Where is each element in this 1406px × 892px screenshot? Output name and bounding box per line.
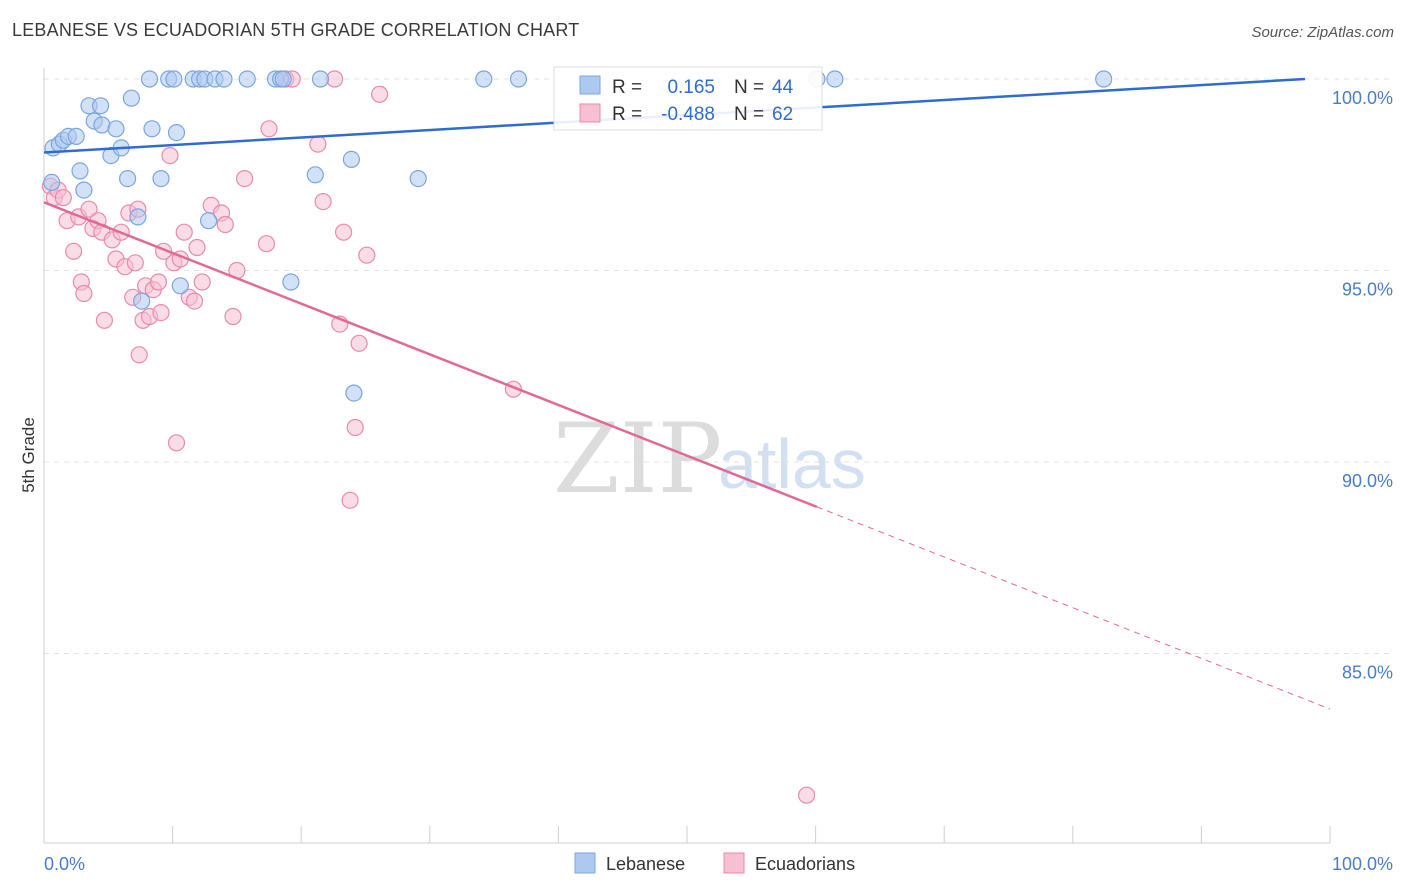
lebanese-point-15 (118, 170, 137, 188)
y-tick-label-100: 100.0% (1332, 88, 1393, 108)
ecuadorians-point-50 (314, 193, 332, 211)
lebanese-point-36 (282, 273, 300, 291)
ecuadorians-point-27 (149, 273, 168, 291)
legend-swatch-ecuadorians (579, 103, 601, 123)
lebanese-point-7 (75, 181, 93, 199)
bottom-legend-ecuadorians: Ecuadorians (755, 854, 855, 874)
ecuadorians-point-57 (358, 246, 376, 264)
y-tick-label-90: 90.0% (1342, 471, 1393, 491)
ecuadorians-point-49 (309, 135, 327, 153)
legend-r-label-1: R = (612, 77, 642, 98)
source-label: Source: ZipAtlas.com (1251, 24, 1394, 41)
ecuadorians-point-30 (161, 147, 179, 165)
ecuadorians-point-22 (130, 346, 148, 364)
chart-title: LEBANESE VS ECUADORIAN 5TH GRADE CORRELA… (12, 20, 580, 40)
legend-r-value-1: 0.165 (667, 77, 715, 98)
lebanese-point-20 (143, 120, 161, 138)
legend-r-value-2: -0.488 (661, 104, 715, 125)
ecuadorians-point-5 (64, 242, 83, 260)
lebanese-point-46 (1095, 70, 1113, 88)
legend-n-value-2: 62 (772, 104, 793, 125)
ecuadorians-point-45 (257, 235, 276, 253)
lebanese-point-25 (171, 277, 189, 295)
lebanese-point-5 (67, 127, 85, 145)
lebanese-point-17 (129, 208, 147, 226)
ecuadorians-trend-line (43, 201, 818, 509)
legend-r-label-2: R = (612, 104, 642, 125)
legend-n-value-1: 44 (772, 77, 794, 98)
bottom-legend-swatch-ecuadorians (723, 852, 745, 874)
ecuadorians-point-9 (80, 200, 98, 218)
lebanese-point-18 (133, 292, 151, 310)
lebanese-point-35 (274, 70, 292, 88)
lebanese-point-21 (152, 170, 170, 188)
lebanese-point-40 (345, 384, 363, 402)
ecuadorians-point-13 (95, 311, 114, 329)
lebanese-point-24 (167, 124, 186, 142)
ecuadorians-point-32 (167, 434, 186, 452)
x-tick-label-max: 100.0% (1332, 854, 1393, 874)
ecuadorians-point-20 (126, 254, 144, 272)
lebanese-point-41 (409, 170, 427, 188)
ecuadorians-point-8 (75, 284, 93, 303)
lebanese-point-39 (342, 150, 360, 168)
y-tick-label-95: 95.0% (1342, 280, 1393, 300)
ecuadorians-point-56 (350, 334, 368, 352)
lebanese-point-16 (122, 89, 140, 107)
y-tick-label-85: 85.0% (1342, 663, 1393, 683)
lebanese-point-23 (165, 70, 183, 88)
bottom-legend-lebanese: Lebanese (606, 854, 685, 874)
ecuadorians-point-34 (175, 223, 193, 241)
lebanese-point-19 (140, 70, 159, 88)
ecuadorians-point-41 (216, 215, 234, 234)
watermark-atlas: atlas (718, 425, 866, 503)
ecuadorians-point-28 (152, 304, 170, 322)
lebanese-point-32 (238, 70, 256, 88)
ecuadorians-point-53 (335, 223, 353, 241)
ecuadorians-trend-extension (816, 506, 1331, 710)
lebanese-point-31 (215, 70, 233, 88)
ecuadorians-point-55 (346, 418, 364, 437)
x-ticks (43, 826, 1331, 843)
legend-n-label-1: N = (734, 77, 764, 98)
legend-swatch-lebanese (579, 75, 601, 95)
lebanese-point-13 (107, 120, 125, 138)
ecuadorians-point-44 (236, 170, 254, 188)
lebanese-point-38 (311, 70, 330, 88)
lebanese-point-42 (475, 70, 493, 88)
ecuadorians-points (41, 70, 816, 804)
lebanese-point-6 (71, 162, 89, 180)
lebanese-points (43, 70, 1113, 402)
lebanese-point-45 (826, 70, 844, 88)
lebanese-point-29 (200, 212, 218, 230)
ecuadorians-point-46 (260, 120, 278, 138)
bottom-legend-swatch-lebanese (574, 852, 596, 874)
x-tick-label-min: 0.0% (44, 854, 85, 874)
ecuadorians-point-37 (188, 238, 206, 257)
ecuadorians-point-3 (54, 189, 72, 207)
ecuadorians-point-36 (185, 292, 204, 310)
ecuadorians-point-58 (371, 85, 389, 103)
stats-legend: R = 0.165 N = 44 R = -0.488 N = 62 (553, 66, 823, 131)
lebanese-point-43 (509, 70, 528, 88)
lebanese-point-37 (306, 166, 324, 184)
y-tick-labels: 100.0% 95.0% 90.0% 85.0% (1332, 88, 1393, 683)
gridlines (44, 78, 1393, 654)
y-axis-label: 5th Grade (19, 417, 38, 493)
trend-lines (43, 77, 1331, 710)
ecuadorians-point-60 (797, 786, 816, 804)
legend-n-label-2: N = (734, 104, 764, 125)
lebanese-point-11 (93, 116, 111, 134)
ecuadorians-point-54 (341, 491, 359, 509)
ecuadorians-point-42 (224, 307, 242, 326)
lebanese-point-0 (43, 173, 61, 191)
ecuadorians-point-38 (193, 273, 211, 291)
lebanese-point-10 (91, 97, 110, 115)
series-legend: Lebanese Ecuadorians (574, 852, 855, 874)
